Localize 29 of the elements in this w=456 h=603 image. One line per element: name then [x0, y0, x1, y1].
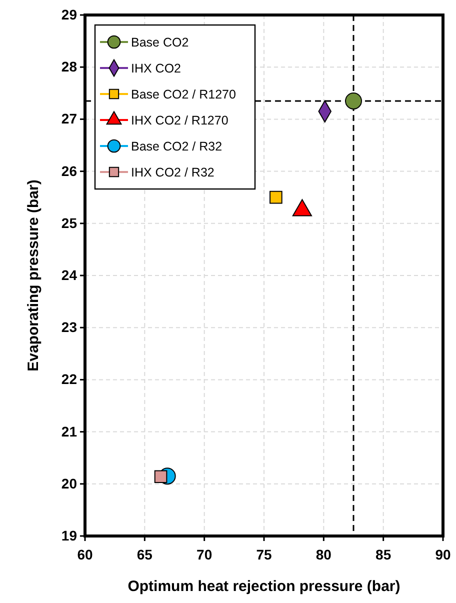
y-tick-label: 21: [61, 423, 78, 440]
legend-label: Base CO2: [131, 36, 189, 50]
y-tick-label: 29: [61, 6, 78, 22]
legend-label: Base CO2 / R32: [131, 140, 222, 154]
legend-label: IHX CO2 / R32: [131, 166, 214, 180]
legend-label: IHX CO2: [131, 62, 182, 76]
y-tick-label: 19: [61, 527, 78, 544]
x-tick-label: 60: [77, 546, 93, 562]
y-tick-label: 20: [61, 475, 78, 492]
x-axis-title: Optimum heat rejection pressure (bar): [128, 578, 400, 595]
x-tick-label: 75: [256, 546, 272, 562]
legend-label: Base CO2 / R1270: [131, 88, 236, 102]
x-tick-label: 85: [376, 546, 392, 562]
y-tick-label: 24: [61, 266, 78, 283]
x-tick-label: 65: [136, 546, 153, 562]
point: [154, 470, 168, 484]
point: [270, 190, 282, 204]
y-tick-label: 27: [61, 110, 78, 127]
y-tick-label: 25: [61, 214, 78, 231]
y-tick-label: 22: [61, 371, 78, 388]
x-tick-label: 70: [196, 546, 212, 562]
y-tick-label: 26: [61, 162, 78, 179]
y-tick-label: 28: [61, 58, 78, 75]
x-tick-label: 80: [316, 546, 332, 562]
legend-label: IHX CO2 / R1270: [131, 114, 228, 128]
y-tick-label: 23: [61, 319, 78, 336]
x-tick-label: 90: [435, 546, 451, 562]
y-axis-title: Evaporating pressure (bar): [25, 180, 42, 372]
point: [345, 92, 362, 110]
